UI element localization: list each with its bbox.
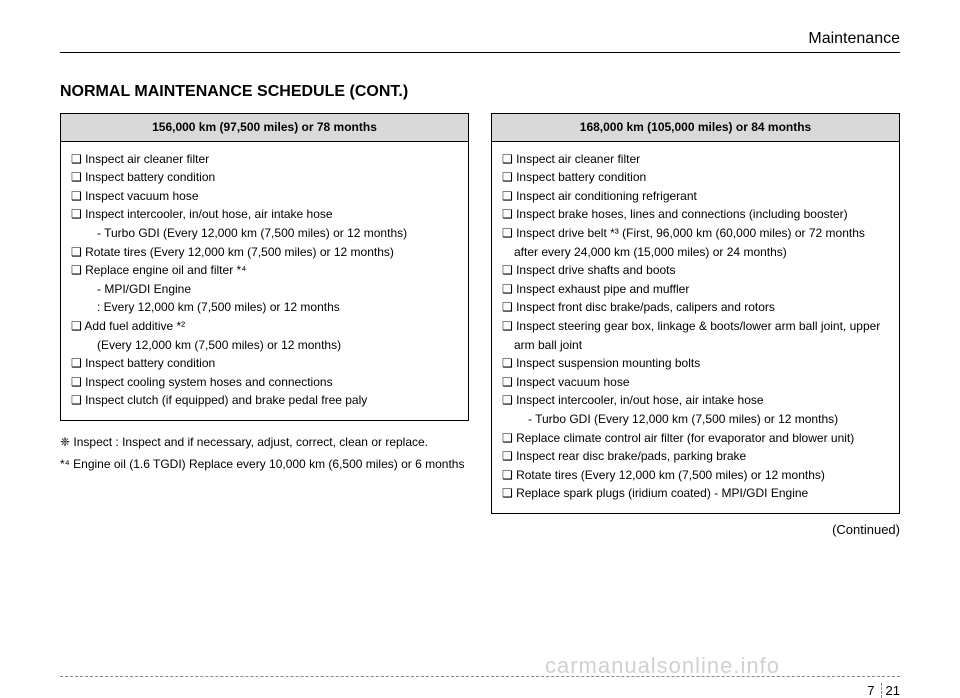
list-item: ❑ Rotate tires (Every 12,000 km (7,500 m… [71, 243, 458, 262]
list-subitem: (Every 12,000 km (7,500 miles) or 12 mon… [71, 336, 458, 355]
list-item: ❑ Replace climate control air filter (fo… [502, 429, 889, 448]
schedule-box-right: 168,000 km (105,000 miles) or 84 months … [491, 113, 900, 514]
list-item: ❑ Inspect battery condition [502, 168, 889, 187]
list-item: ❑ Rotate tires (Every 12,000 km (7,500 m… [502, 466, 889, 485]
page-number: 7 21 [867, 683, 900, 698]
list-item: ❑ Inspect air cleaner filter [502, 150, 889, 169]
list-item: ❑ Inspect drive belt *³ (First, 96,000 k… [502, 224, 889, 261]
list-subitem: : Every 12,000 km (7,500 miles) or 12 mo… [71, 298, 458, 317]
right-column: 168,000 km (105,000 miles) or 84 months … [491, 113, 900, 537]
footnote: ❈ Inspect : Inspect and if necessary, ad… [60, 433, 469, 451]
list-item: ❑ Inspect battery condition [71, 354, 458, 373]
continued-label: (Continued) [491, 522, 900, 537]
list-item: ❑ Inspect air conditioning refrigerant [502, 187, 889, 206]
list-item: ❑ Inspect battery condition [71, 168, 458, 187]
list-item: ❑ Inspect front disc brake/pads, caliper… [502, 298, 889, 317]
list-item: ❑ Inspect cooling system hoses and conne… [71, 373, 458, 392]
page-section: 7 [867, 683, 881, 698]
list-item: ❑ Inspect suspension mounting bolts [502, 354, 889, 373]
left-column: 156,000 km (97,500 miles) or 78 months ❑… [60, 113, 469, 537]
schedule-box-left: 156,000 km (97,500 miles) or 78 months ❑… [60, 113, 469, 421]
list-item: ❑ Inspect intercooler, in/out hose, air … [502, 391, 889, 410]
list-item: ❑ Inspect brake hoses, lines and connect… [502, 205, 889, 224]
footer: 721 [60, 676, 900, 681]
list-item: ❑ Inspect vacuum hose [502, 373, 889, 392]
footnote: *⁴ Engine oil (1.6 TGDI) Replace every 1… [60, 455, 469, 473]
list-item: ❑ Inspect intercooler, in/out hose, air … [71, 205, 458, 224]
list-subitem: - MPI/GDI Engine [71, 280, 458, 299]
chapter-title: Maintenance [60, 30, 900, 53]
list-item: ❑ Replace engine oil and filter *⁴ [71, 261, 458, 280]
box-body-right: ❑ Inspect air cleaner filter ❑ Inspect b… [492, 142, 899, 513]
list-subitem: - Turbo GDI (Every 12,000 km (7,500 mile… [502, 410, 889, 429]
box-header-right: 168,000 km (105,000 miles) or 84 months [492, 114, 899, 142]
list-subitem: - Turbo GDI (Every 12,000 km (7,500 mile… [71, 224, 458, 243]
list-item: ❑ Inspect air cleaner filter [71, 150, 458, 169]
list-item: ❑ Inspect rear disc brake/pads, parking … [502, 447, 889, 466]
list-item: ❑ Add fuel additive *² [71, 317, 458, 336]
section-title: NORMAL MAINTENANCE SCHEDULE (CONT.) [60, 83, 900, 101]
box-header-left: 156,000 km (97,500 miles) or 78 months [61, 114, 468, 142]
list-item: ❑ Inspect vacuum hose [71, 187, 458, 206]
box-body-left: ❑ Inspect air cleaner filter ❑ Inspect b… [61, 142, 468, 420]
content-columns: 156,000 km (97,500 miles) or 78 months ❑… [60, 113, 900, 537]
page-num: 21 [886, 683, 900, 698]
list-item: ❑ Inspect steering gear box, linkage & b… [502, 317, 889, 354]
page: Maintenance NORMAL MAINTENANCE SCHEDULE … [0, 0, 960, 689]
list-item: ❑ Inspect exhaust pipe and muffler [502, 280, 889, 299]
list-item: ❑ Replace spark plugs (iridium coated) -… [502, 484, 889, 503]
footnotes: ❈ Inspect : Inspect and if necessary, ad… [60, 433, 469, 473]
list-item: ❑ Inspect drive shafts and boots [502, 261, 889, 280]
list-item: ❑ Inspect clutch (if equipped) and brake… [71, 391, 458, 410]
